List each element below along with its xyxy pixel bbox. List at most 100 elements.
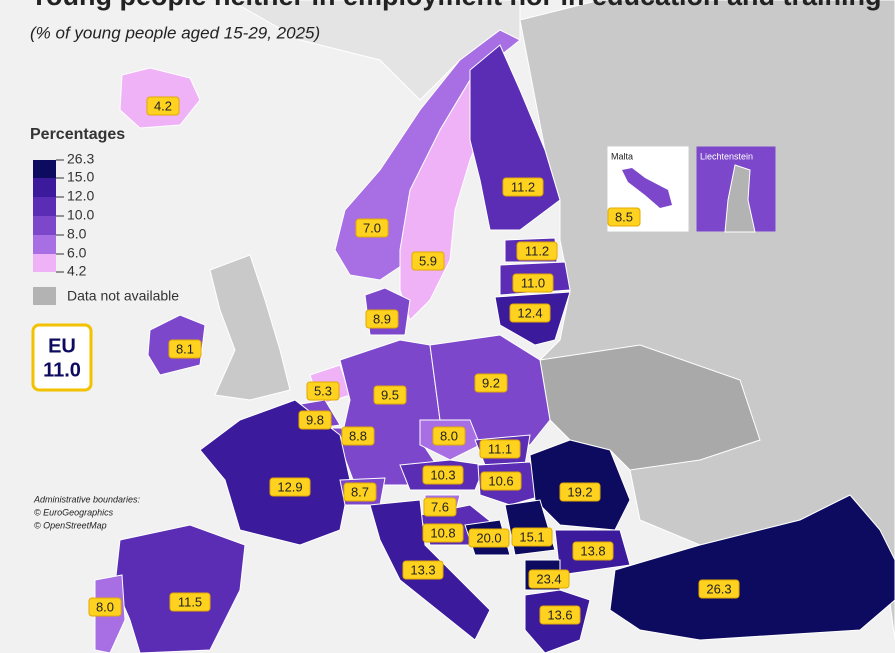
value-box: [169, 592, 211, 612]
value-box: [474, 373, 508, 393]
value-label: 11.1: [488, 441, 512, 456]
value-box: [146, 96, 180, 116]
na-label: Data not available: [67, 288, 179, 304]
value-box: [355, 218, 389, 238]
credit: © EuroGeographics: [34, 507, 114, 517]
eu-box: [31, 323, 93, 392]
value-label: 8.7: [351, 484, 369, 499]
value-label: 4.2: [154, 98, 172, 113]
value-box: [509, 303, 551, 323]
eu-value: 11.0: [43, 359, 81, 381]
value-label: 10.3: [430, 467, 455, 482]
value-label: 26.3: [706, 581, 731, 596]
value-label: 5.9: [419, 253, 437, 268]
legend-tick-label: 10.0: [67, 207, 94, 223]
eu-label: EU: [48, 335, 76, 357]
value-box: [432, 426, 466, 446]
legend-tick-label: 6.0: [67, 245, 87, 261]
inset-label: Malta: [611, 151, 633, 161]
value-box: [343, 482, 377, 502]
value-box: [402, 560, 444, 580]
value-label: 8.8: [349, 428, 367, 443]
value-label: 10.8: [430, 525, 455, 540]
value-label: 13.3: [410, 562, 435, 577]
legend-swatch: [33, 178, 56, 197]
legend-swatch: [33, 160, 56, 178]
value-box: [607, 207, 641, 227]
credit: © OpenStreetMap: [34, 520, 107, 530]
value-labels: 4.2 7.0 5.9 11.2 11.2 11.0 12.4 8.9 8.1 5.3 9.8 8.8…: [88, 96, 740, 625]
value-label: 7.0: [363, 220, 381, 235]
value-label: 20.0: [476, 530, 501, 545]
legend-swatch: [33, 235, 56, 254]
value-label: 9.8: [306, 412, 324, 427]
value-label: 13.8: [580, 543, 605, 558]
value-box: [422, 523, 464, 543]
land: [209, 254, 291, 401]
value-box: [539, 605, 581, 625]
region: [609, 494, 895, 641]
value-label: 8.5: [615, 209, 633, 224]
value-label: 11.5: [178, 594, 202, 609]
value-box: [698, 579, 740, 599]
legend-swatch: [33, 197, 56, 216]
legend-tick-label: 12.0: [67, 188, 94, 204]
value-label: 8.9: [373, 311, 391, 326]
credit: Administrative boundaries:: [33, 494, 141, 504]
value-label: 11.2: [525, 243, 549, 258]
value-box: [168, 339, 202, 359]
value-label: 19.2: [567, 484, 592, 499]
value-label: 11.2: [511, 179, 535, 194]
value-label: 5.3: [314, 383, 332, 398]
value-box: [422, 465, 464, 485]
value-label: 11.0: [521, 275, 545, 290]
liechtenstein-region: [724, 164, 756, 233]
legend-swatch: [33, 216, 56, 235]
value-label: 12.4: [517, 305, 542, 320]
value-box: [572, 541, 614, 561]
title: Young people neither in employment nor i…: [30, 0, 882, 11]
value-label: 8.1: [176, 341, 194, 356]
value-label: 8.0: [440, 428, 458, 443]
value-label: 12.9: [277, 479, 302, 494]
value-label: 9.5: [381, 387, 399, 402]
value-label: 23.4: [536, 571, 561, 586]
value-box: [468, 528, 510, 548]
value-box: [502, 177, 544, 197]
value-box: [365, 309, 399, 329]
legend-tick-label: 15.0: [67, 169, 94, 185]
value-label: 7.6: [431, 499, 449, 514]
na-swatch: [33, 287, 56, 305]
value-box: [341, 426, 375, 446]
value-box: [528, 569, 570, 589]
value-label: 15.1: [519, 529, 544, 544]
value-box: [516, 241, 558, 261]
land: [539, 344, 761, 471]
malta-region: [622, 168, 672, 208]
legend-tick-label: 4.2: [67, 263, 87, 279]
value-box: [269, 477, 311, 497]
value-box: [511, 527, 553, 547]
legend-title: Percentages: [30, 126, 125, 143]
value-box: [411, 251, 445, 271]
legend: 26.3 15.0 12.0 10.0 8.0 6.0 4.2: [33, 151, 94, 279]
inset-label: Liechtenstein: [700, 151, 753, 161]
legend-swatch: [33, 254, 56, 272]
value-label: 9.2: [482, 375, 500, 390]
legend-tick-label: 26.3: [67, 151, 94, 167]
value-label: 10.6: [488, 473, 513, 488]
value-box: [88, 597, 122, 617]
value-box: [480, 471, 522, 491]
value-box: [298, 410, 332, 430]
value-box: [512, 273, 554, 293]
value-label: 13.6: [547, 607, 572, 622]
value-box: [559, 482, 601, 502]
value-box: [423, 497, 457, 517]
subtitle: (% of young people aged 15-29, 2025): [30, 23, 320, 42]
legend-tick-label: 8.0: [67, 226, 87, 242]
value-box: [479, 439, 521, 459]
value-box: [373, 385, 407, 405]
value-box: [306, 381, 340, 401]
value-label: 8.0: [96, 599, 114, 614]
